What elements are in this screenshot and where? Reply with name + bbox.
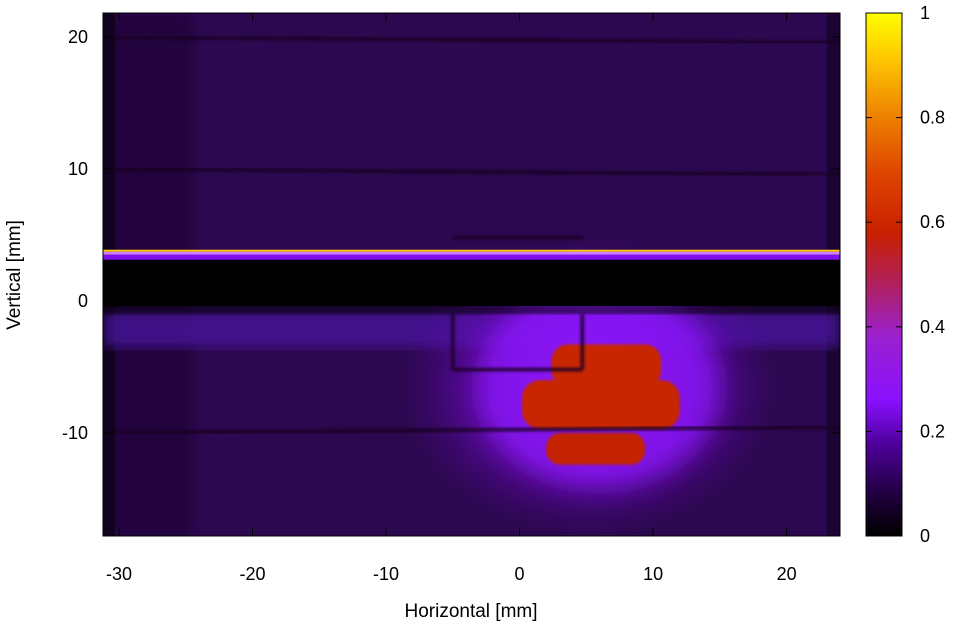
y-tick-label: 10 xyxy=(68,159,88,179)
colorbar-ticks: 0 0.2 0.4 0.6 0.8 1 xyxy=(866,3,945,546)
x-tick-label: -30 xyxy=(106,564,132,584)
grid-shadow-horizontal xyxy=(103,34,840,45)
hot-spot-upper xyxy=(551,344,662,387)
x-tick-label: 0 xyxy=(515,564,525,584)
heatmap-image xyxy=(103,13,840,536)
colorbar-tick-label: 1 xyxy=(920,3,930,23)
bright-line-pink xyxy=(103,251,840,255)
plot-frame xyxy=(102,12,841,537)
colorbar-tick-label: 0.6 xyxy=(920,212,945,232)
hot-spot-lower xyxy=(546,432,646,465)
colorbar-tick-label: 0.8 xyxy=(920,108,945,128)
hot-spot-core xyxy=(522,380,680,430)
y-axis-ticks: -10 0 10 20 xyxy=(62,27,840,443)
shadow-band-edge xyxy=(103,306,840,315)
frame-shadow xyxy=(450,235,585,372)
x-tick-label: 10 xyxy=(643,564,663,584)
bright-line-violet xyxy=(103,254,840,260)
y-tick-label: 20 xyxy=(68,27,88,47)
y-tick-label: 0 xyxy=(78,291,88,311)
grid-shadow-horizontal xyxy=(103,166,840,177)
x-tick-label: -10 xyxy=(373,564,399,584)
grid-shadow-horizontal xyxy=(103,424,840,435)
y-tick-label: -10 xyxy=(62,423,88,443)
x-axis-title: Horizontal [mm] xyxy=(404,601,537,622)
colorbar-tick-label: 0.2 xyxy=(920,421,945,441)
colorbar-tick-label: 0 xyxy=(920,526,930,546)
x-axis-ticks: -30 -20 -10 0 10 20 xyxy=(106,13,797,584)
x-tick-label: 20 xyxy=(777,564,797,584)
x-tick-label: -20 xyxy=(240,564,266,584)
hot-spot xyxy=(522,344,680,465)
colorbar xyxy=(865,12,903,537)
bright-line-yellow xyxy=(103,249,840,252)
y-axis-title: Vertical [mm] xyxy=(4,220,25,330)
colorbar-tick-label: 0.4 xyxy=(920,317,945,337)
shadow-band xyxy=(103,256,840,307)
